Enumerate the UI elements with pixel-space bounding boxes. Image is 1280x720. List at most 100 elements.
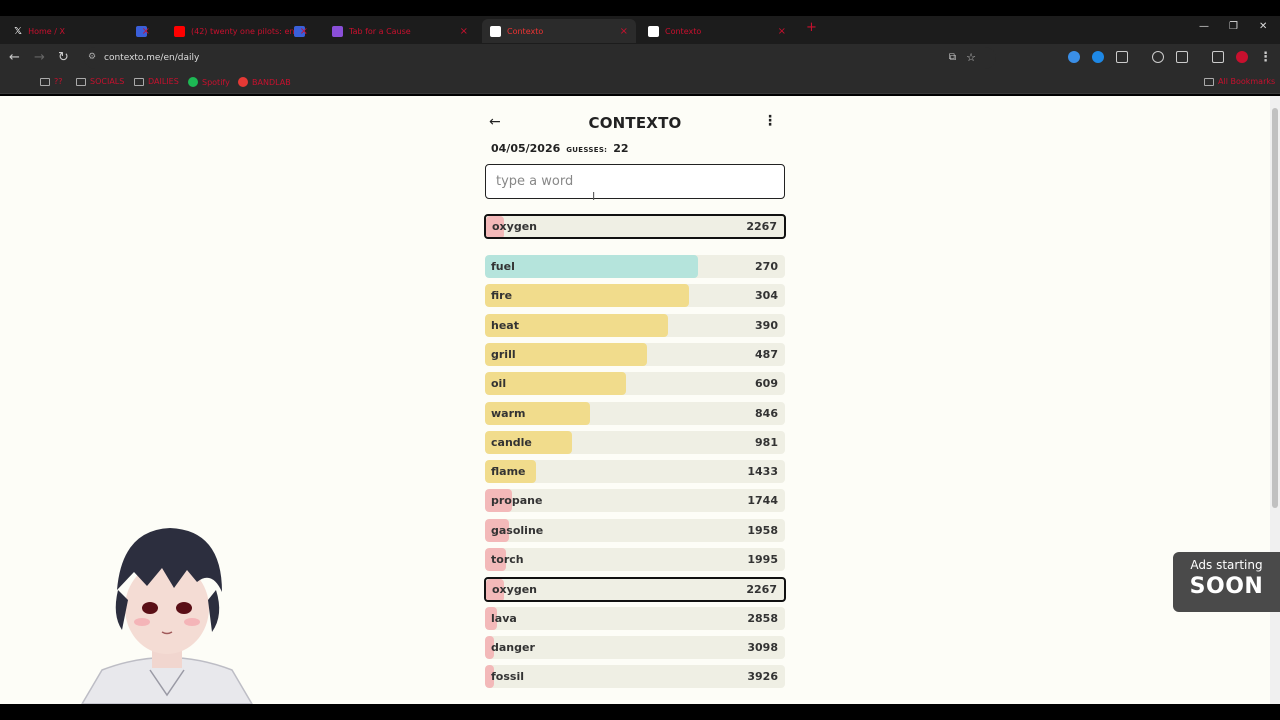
- guess-row: oil 609: [485, 372, 785, 395]
- close-icon[interactable]: ×: [777, 25, 786, 37]
- similarity-bar: [485, 402, 590, 425]
- game-date: 04/05/2026: [491, 142, 561, 155]
- tab-pinned-2[interactable]: ×: [286, 19, 316, 43]
- close-icon[interactable]: ×: [619, 25, 628, 37]
- bookmark-label: SOCIALS: [90, 77, 125, 86]
- ads-line-1: Ads starting: [1190, 558, 1263, 572]
- guess-word: candle: [491, 436, 532, 449]
- browser-menu-icon[interactable]: ⋮: [1259, 50, 1272, 65]
- guess-row: fire 304: [485, 284, 785, 307]
- similarity-bar: [485, 489, 512, 512]
- guess-rank: 3098: [747, 641, 778, 654]
- bookmark-spotify[interactable]: Spotify: [188, 77, 230, 87]
- similarity-bar: [485, 519, 509, 542]
- guess-row: flame 1433: [485, 460, 785, 483]
- cause-icon: [332, 25, 343, 37]
- guess-word: flame: [491, 465, 526, 478]
- guess-word: gasoline: [491, 524, 544, 537]
- close-icon[interactable]: ×: [459, 25, 468, 37]
- site-info-icon[interactable]: ⚙: [88, 52, 97, 62]
- install-icon[interactable]: ⧉: [948, 52, 956, 63]
- guess-rank: 2267: [746, 583, 777, 596]
- similarity-bar: [485, 431, 572, 454]
- tab-contexto-active[interactable]: Contexto ×: [482, 19, 636, 43]
- tab-contexto[interactable]: Contexto ×: [640, 19, 794, 43]
- similarity-bar: [485, 343, 647, 366]
- last-guess-bar: [486, 216, 504, 237]
- close-icon[interactable]: ×: [141, 25, 150, 37]
- guess-row: warm 846: [485, 402, 785, 425]
- guess-word: torch: [491, 553, 524, 566]
- forward-icon[interactable]: →: [34, 50, 45, 65]
- similarity-bar: [485, 636, 494, 659]
- page-scrollbar[interactable]: [1270, 96, 1280, 704]
- folder-icon: [40, 77, 50, 86]
- guess-word: lava: [491, 612, 517, 625]
- x-logo-icon: 𝕏: [14, 25, 23, 37]
- all-bookmarks[interactable]: All Bookmarks: [1204, 77, 1275, 86]
- similarity-bar: [485, 607, 497, 630]
- profile-avatar[interactable]: [1236, 51, 1248, 63]
- tab-label: Tab for a Cause: [349, 26, 411, 36]
- media-icon[interactable]: [1212, 51, 1224, 63]
- doc-icon: [136, 25, 147, 37]
- guess-word: oil: [491, 377, 507, 390]
- bookmark-folder-questions[interactable]: ??: [40, 77, 63, 86]
- bookmark-folder-dailies[interactable]: DAILIES: [134, 77, 179, 86]
- tab-x-home[interactable]: 𝕏 Home / X: [6, 19, 124, 43]
- text-cursor-icon: I: [592, 190, 596, 203]
- word-input[interactable]: [485, 164, 785, 199]
- guess-row: fuel 270: [485, 255, 785, 278]
- window-close-icon[interactable]: ✕: [1259, 21, 1268, 32]
- bookmark-label: ??: [54, 77, 63, 86]
- guess-rank: 1958: [747, 524, 778, 537]
- restore-icon[interactable]: ❐: [1229, 21, 1238, 32]
- similarity-bar: [485, 460, 536, 483]
- back-icon[interactable]: ←: [9, 50, 20, 65]
- bookmark-folder-socials[interactable]: SOCIALS: [76, 77, 124, 86]
- guess-word: heat: [491, 319, 519, 332]
- guess-rank: 390: [755, 319, 778, 332]
- guesses-count: 22: [613, 142, 629, 155]
- guess-word: fire: [491, 289, 513, 302]
- tab-label: (42) twenty one pilots: ena...: [191, 26, 307, 36]
- bookmark-bandlab[interactable]: BANDLAB: [238, 77, 291, 87]
- guess-rank: 609: [755, 377, 778, 390]
- tab-strip: 𝕏 Home / X × (42) twenty one pilots: ena…: [0, 16, 1280, 44]
- youtube-icon: [174, 25, 185, 37]
- guess-rank: 270: [755, 260, 778, 273]
- tab-pinned-1[interactable]: ×: [128, 19, 158, 43]
- guess-word: fossil: [491, 670, 524, 683]
- guess-word: danger: [491, 641, 535, 654]
- tab-label: Home / X: [28, 26, 65, 36]
- new-tab-button[interactable]: +: [806, 20, 817, 35]
- similarity-bar: [486, 579, 504, 600]
- tab-youtube[interactable]: (42) twenty one pilots: ena...: [166, 19, 316, 43]
- close-icon[interactable]: ×: [299, 25, 308, 37]
- reload-icon[interactable]: ↻: [58, 50, 69, 65]
- url-bar[interactable]: ⚙ contexto.me/en/daily ⧉ ☆: [84, 47, 996, 69]
- minimize-icon[interactable]: —: [1199, 21, 1209, 32]
- folder-icon: [1204, 77, 1214, 86]
- ads-line-2: SOON: [1189, 574, 1264, 599]
- extension-refresh-icon[interactable]: [1152, 51, 1164, 63]
- guess-word: grill: [491, 348, 516, 361]
- back-arrow-icon[interactable]: ←: [489, 114, 501, 130]
- guess-word: fuel: [491, 260, 515, 273]
- vtuber-avatar: [81, 528, 253, 704]
- guess-row: heat 390: [485, 314, 785, 337]
- guess-rank: 1744: [747, 494, 778, 507]
- similarity-bar: [485, 665, 494, 688]
- guess-rank: 3926: [747, 670, 778, 683]
- tab-tab-for-a-cause[interactable]: Tab for a Cause ×: [324, 19, 476, 43]
- bookmark-star-icon[interactable]: ☆: [966, 51, 976, 64]
- extensions-icon[interactable]: [1116, 51, 1128, 63]
- folder-icon: [76, 77, 86, 86]
- extension-audio-icon[interactable]: [1068, 51, 1080, 63]
- tab-search-icon[interactable]: [1176, 51, 1188, 63]
- extension-blue-icon[interactable]: [1092, 51, 1104, 63]
- doc-icon: [294, 25, 305, 37]
- scrollbar-thumb[interactable]: [1272, 108, 1278, 508]
- guess-rank: 846: [755, 407, 778, 420]
- game-menu-icon[interactable]: ⋮: [763, 113, 777, 129]
